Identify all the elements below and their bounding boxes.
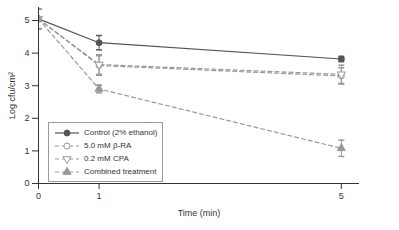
svg-text:Log cfu/cm²: Log cfu/cm² <box>7 72 17 119</box>
svg-text:1: 1 <box>97 191 102 201</box>
svg-text:5: 5 <box>339 191 344 201</box>
svg-text:5: 5 <box>24 15 29 25</box>
svg-text:0: 0 <box>24 178 29 188</box>
svg-text:2: 2 <box>24 113 29 123</box>
html-text:Combined treatment: Combined treatment <box>84 167 157 176</box>
svg-text:0: 0 <box>36 191 41 201</box>
svg-text:1: 1 <box>24 146 29 156</box>
svg-text:4: 4 <box>24 48 29 58</box>
html-text:5.0 mM β-RA: 5.0 mM β-RA <box>84 141 132 150</box>
html-text:0.2 mM CPA: 0.2 mM CPA <box>84 154 129 163</box>
html-text:Control (2% ethanol): Control (2% ethanol) <box>84 128 158 137</box>
svg-text:Time (min): Time (min) <box>178 208 221 218</box>
svg-text:3: 3 <box>24 81 29 91</box>
